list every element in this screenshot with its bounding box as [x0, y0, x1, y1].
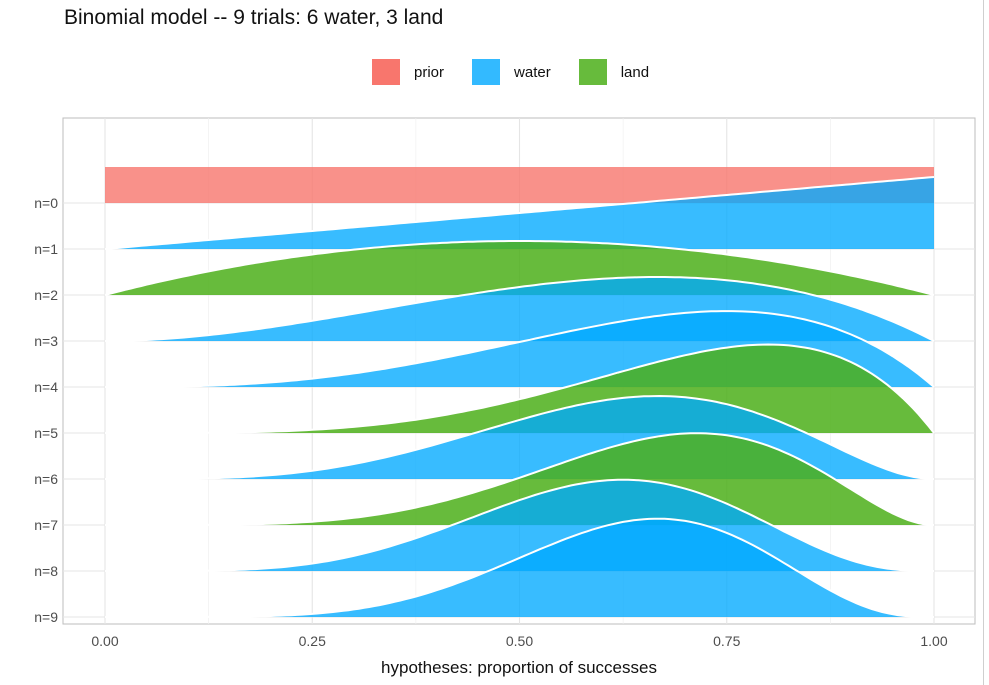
- x-tick-label: 0.50: [506, 633, 533, 649]
- ridge-outline-n=7: [105, 432, 935, 526]
- x-tick-label: 0.00: [91, 633, 118, 649]
- ridge-outline-n=9: [105, 517, 934, 618]
- window-edge: [983, 0, 984, 685]
- y-tick-label: n=3: [34, 333, 58, 349]
- y-tick-label: n=9: [34, 609, 58, 625]
- ridges: [104, 167, 935, 618]
- ridge-outline-n=1: [104, 176, 935, 250]
- legend-label-prior: prior: [414, 63, 445, 81]
- legend-label-water: water: [514, 63, 551, 81]
- y-tick-label: n=1: [34, 241, 58, 257]
- y-tick-label: n=0: [34, 195, 58, 211]
- x-tick-label: 0.25: [299, 633, 326, 649]
- ridge-outline-n=6: [105, 394, 935, 480]
- ridge-outline-n=3: [105, 276, 935, 342]
- y-tick-label: n=2: [34, 287, 58, 303]
- ridge-n=9-water: [105, 518, 934, 617]
- legend-item-water: water: [472, 59, 551, 85]
- ridge-n=7-land: [105, 433, 934, 525]
- legend-key-land: [578, 59, 607, 85]
- y-tick-label: n=7: [34, 517, 58, 533]
- y-tick-label: n=4: [34, 379, 58, 395]
- legend-item-land: land: [578, 59, 650, 85]
- x-tick-label: 1.00: [920, 633, 947, 649]
- legend-key-prior: [372, 59, 400, 85]
- x-tick-label: 0.75: [713, 633, 740, 649]
- ridge-outline-n=5: [105, 343, 935, 434]
- ridge-outline-n=4: [105, 310, 935, 388]
- y-tick-label: n=5: [34, 425, 58, 441]
- y-tick-label: n=8: [34, 563, 58, 579]
- y-tick-label: n=6: [34, 471, 58, 487]
- y-tick-labels: n=0 n=1 n=2 n=3 n=4 n=5 n=6 n=7 n=8 n=9: [34, 195, 58, 625]
- x-axis-title: hypotheses: proportion of successes: [381, 658, 657, 677]
- legend-item-prior: prior: [372, 59, 444, 85]
- chart-title: Binomial model -- 9 trials: 6 water, 3 l…: [64, 6, 444, 29]
- legend-key-water: [472, 59, 501, 85]
- x-tick-labels: 0.00 0.25 0.50 0.75 1.00: [91, 633, 947, 649]
- ridge-outline-n=8: [105, 478, 934, 572]
- ridge-n=0-prior: [105, 167, 934, 203]
- ridge-outline-n=2: [104, 240, 935, 296]
- legend-label-land: land: [620, 63, 650, 81]
- legend: prior water land: [372, 58, 677, 86]
